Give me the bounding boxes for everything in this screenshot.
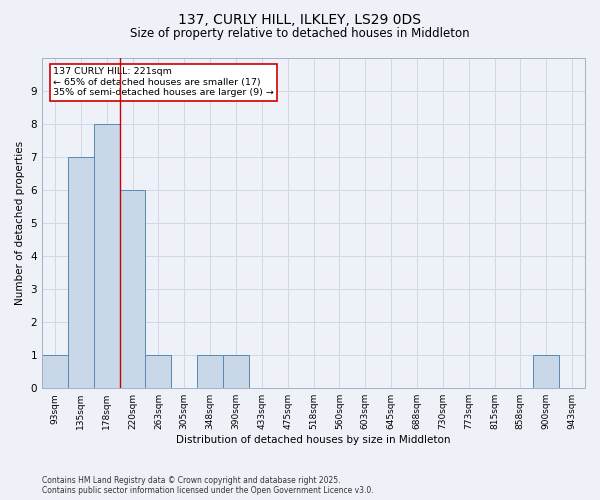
Bar bbox=[94, 124, 119, 388]
Text: 137, CURLY HILL, ILKLEY, LS29 0DS: 137, CURLY HILL, ILKLEY, LS29 0DS bbox=[179, 12, 421, 26]
Bar bbox=[533, 355, 559, 388]
Text: 137 CURLY HILL: 221sqm
← 65% of detached houses are smaller (17)
35% of semi-det: 137 CURLY HILL: 221sqm ← 65% of detached… bbox=[53, 68, 274, 97]
Bar bbox=[42, 355, 68, 388]
Y-axis label: Number of detached properties: Number of detached properties bbox=[15, 141, 25, 305]
Text: Size of property relative to detached houses in Middleton: Size of property relative to detached ho… bbox=[130, 28, 470, 40]
Bar bbox=[119, 190, 145, 388]
Bar bbox=[68, 156, 94, 388]
Bar bbox=[145, 355, 172, 388]
Bar bbox=[223, 355, 249, 388]
X-axis label: Distribution of detached houses by size in Middleton: Distribution of detached houses by size … bbox=[176, 435, 451, 445]
Bar bbox=[197, 355, 223, 388]
Text: Contains HM Land Registry data © Crown copyright and database right 2025.
Contai: Contains HM Land Registry data © Crown c… bbox=[42, 476, 374, 495]
